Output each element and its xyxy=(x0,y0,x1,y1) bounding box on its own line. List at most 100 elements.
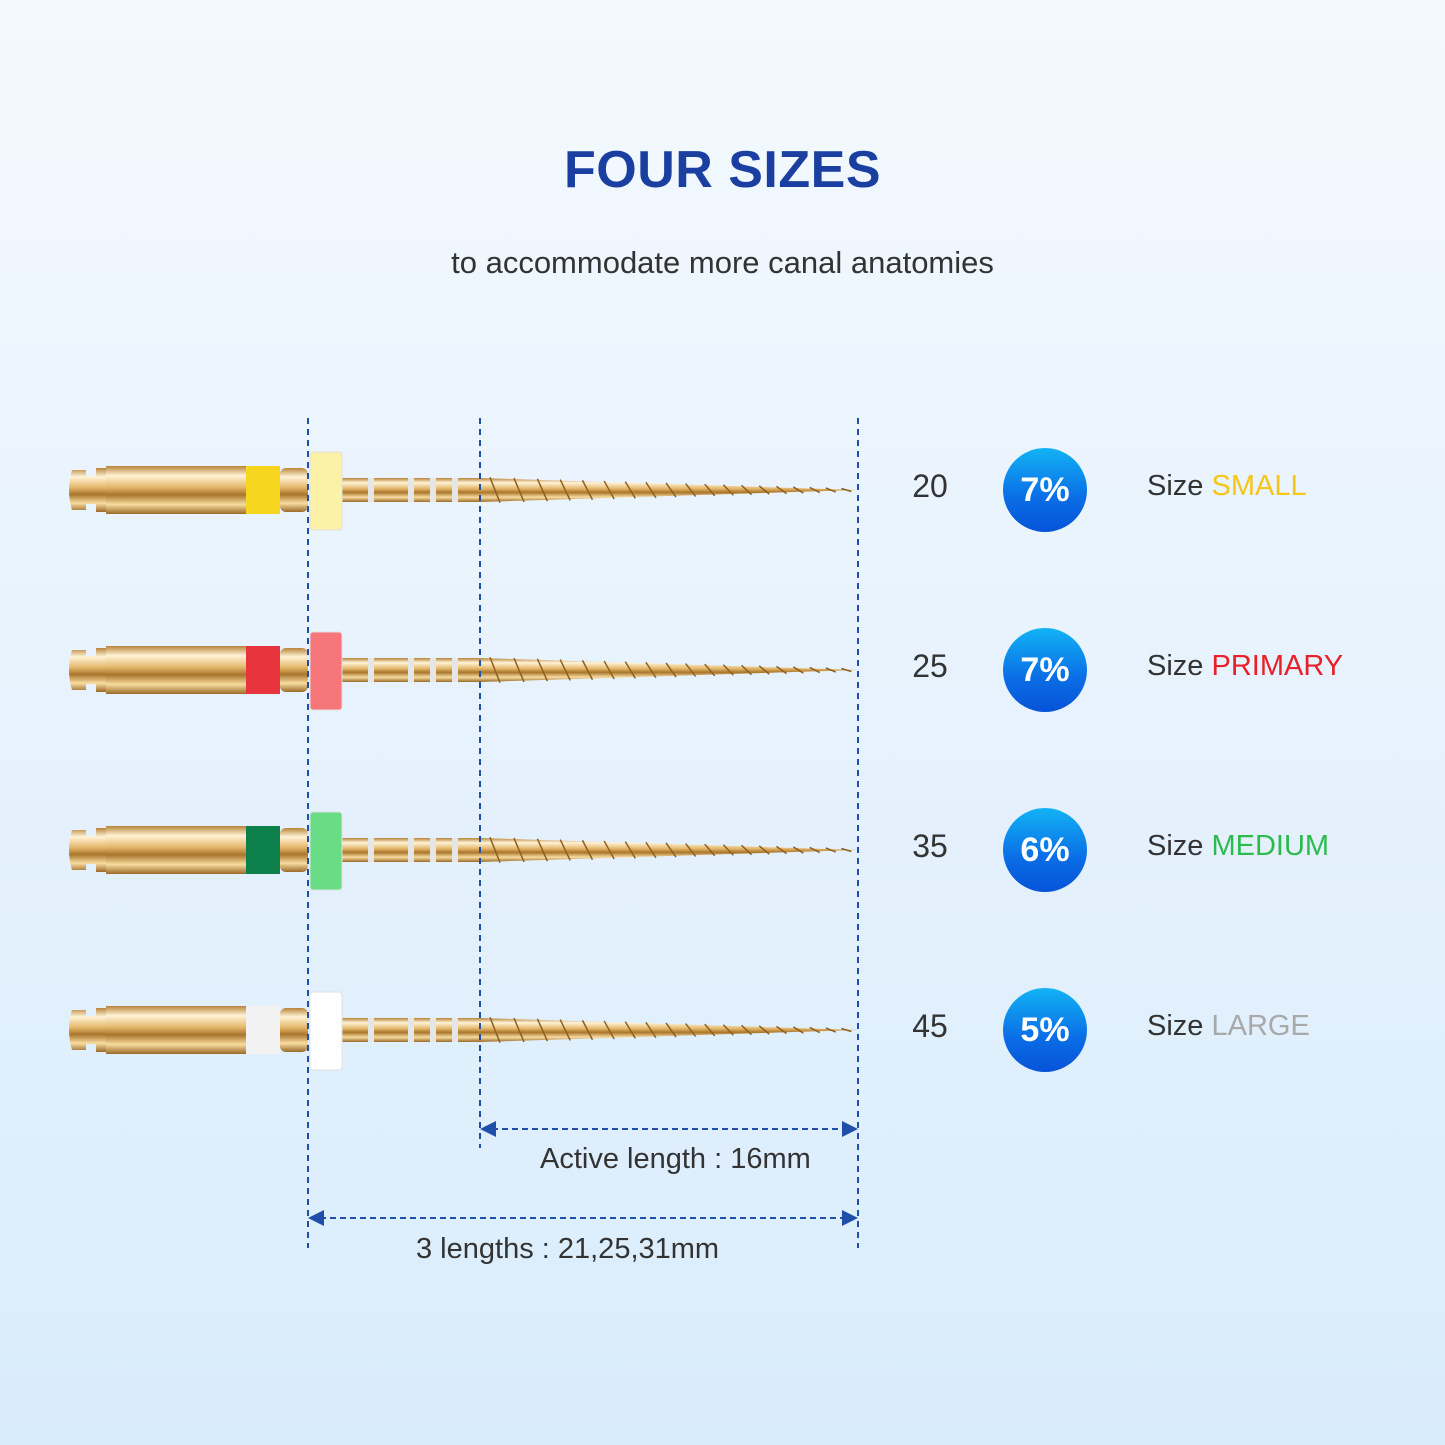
depth-mark xyxy=(452,838,458,862)
color-ring xyxy=(246,826,280,874)
flute-twist xyxy=(581,479,594,501)
flute-twist xyxy=(722,1024,734,1036)
depth-mark xyxy=(452,658,458,682)
file-flutes xyxy=(480,838,858,862)
flute-twist xyxy=(536,658,549,682)
flute-twist xyxy=(685,483,697,497)
rubber-stopper xyxy=(309,991,343,1071)
file-latch xyxy=(69,828,108,872)
flute-twist xyxy=(624,481,636,499)
flute-twist xyxy=(704,663,716,677)
flute-twist xyxy=(665,842,677,858)
flute-twist xyxy=(741,1024,753,1036)
page-title: FOUR SIZES xyxy=(563,141,882,199)
flute-twist xyxy=(665,482,677,498)
flute-twist xyxy=(825,667,837,673)
flute-twist xyxy=(809,486,821,494)
color-ring xyxy=(246,466,280,514)
file-latch xyxy=(69,1008,108,1052)
file-flutes xyxy=(480,1018,858,1042)
flute-twist xyxy=(825,847,837,853)
flute-twist xyxy=(624,661,636,679)
flute-twist xyxy=(758,1025,770,1035)
file-collar xyxy=(280,1008,308,1052)
flute-twist xyxy=(559,659,571,681)
flute-twist xyxy=(776,845,787,855)
flute-twist xyxy=(704,483,716,497)
flute-twist xyxy=(722,484,734,496)
endodontic-file-medium xyxy=(69,811,858,891)
flute-twist xyxy=(489,657,501,683)
flute-twist xyxy=(722,664,734,676)
taper-badge: 7% xyxy=(1003,448,1087,532)
file-collar xyxy=(280,648,308,692)
depth-mark xyxy=(368,658,374,682)
flute-twist xyxy=(665,662,677,678)
depth-mark xyxy=(368,1018,374,1042)
file-latch xyxy=(69,648,108,692)
flute-twist xyxy=(792,666,804,674)
flute-twist xyxy=(809,846,821,854)
flute-twist xyxy=(536,478,549,502)
tip-size: 35 xyxy=(912,828,948,864)
size-label: Size LARGE xyxy=(1147,1010,1310,1043)
endodontic-file-primary xyxy=(69,631,858,711)
depth-mark xyxy=(368,838,374,862)
taper-badge: 5% xyxy=(1003,988,1087,1072)
size-prefix: Size xyxy=(1147,470,1212,502)
file-collar xyxy=(280,828,308,872)
depth-mark xyxy=(408,1018,414,1042)
flute-twist xyxy=(841,667,852,673)
flute-twist xyxy=(603,1020,615,1040)
flute-twist xyxy=(776,485,787,495)
depth-mark xyxy=(430,478,436,502)
flute-twist xyxy=(624,841,636,859)
file-handle xyxy=(106,1006,246,1054)
flute-twist xyxy=(559,839,571,861)
flute-twist xyxy=(841,487,852,493)
endodontic-file-large xyxy=(69,991,858,1071)
flute-twist xyxy=(825,487,837,493)
file-flutes xyxy=(480,658,858,682)
flute-twist xyxy=(603,840,615,860)
file-latch xyxy=(69,468,108,512)
file-flutes xyxy=(480,478,858,502)
file-handle xyxy=(106,826,246,874)
flute-twist xyxy=(513,1017,525,1043)
flute-twist xyxy=(603,660,615,680)
depth-mark xyxy=(430,658,436,682)
size-name: PRIMARY xyxy=(1211,650,1344,682)
flute-twist xyxy=(489,837,501,863)
file-collar xyxy=(280,468,308,512)
tip-size: 25 xyxy=(912,648,948,684)
depth-mark xyxy=(452,478,458,502)
flute-twist xyxy=(581,1019,594,1041)
file-handle xyxy=(106,466,246,514)
flute-twist xyxy=(603,480,615,500)
size-label: Size SMALL xyxy=(1147,470,1307,503)
size-prefix: Size xyxy=(1147,1010,1212,1042)
size-label: Size MEDIUM xyxy=(1147,830,1329,863)
depth-mark xyxy=(408,658,414,682)
flute-twist xyxy=(809,666,821,674)
flute-twist xyxy=(559,479,571,501)
flute-twist xyxy=(685,1023,697,1037)
flute-twist xyxy=(722,844,734,856)
flute-twist xyxy=(536,838,549,862)
total-length-label: 3 lengths : 21,25,31mm xyxy=(416,1233,720,1265)
flute-twist xyxy=(536,1018,549,1042)
size-name: MEDIUM xyxy=(1211,830,1330,862)
flute-twist xyxy=(758,665,770,675)
flute-twist xyxy=(792,1026,804,1034)
flute-twist xyxy=(559,1019,571,1041)
flute-twist xyxy=(581,659,594,681)
flute-twist xyxy=(513,657,525,683)
flute-twist xyxy=(645,1021,657,1039)
flute-twist xyxy=(841,1027,852,1033)
flute-twist xyxy=(792,846,804,854)
flute-twist xyxy=(776,665,787,675)
active-length-label: Active length : 16mm xyxy=(540,1143,811,1175)
flute-twist xyxy=(513,477,525,503)
flute-twist xyxy=(792,486,804,494)
